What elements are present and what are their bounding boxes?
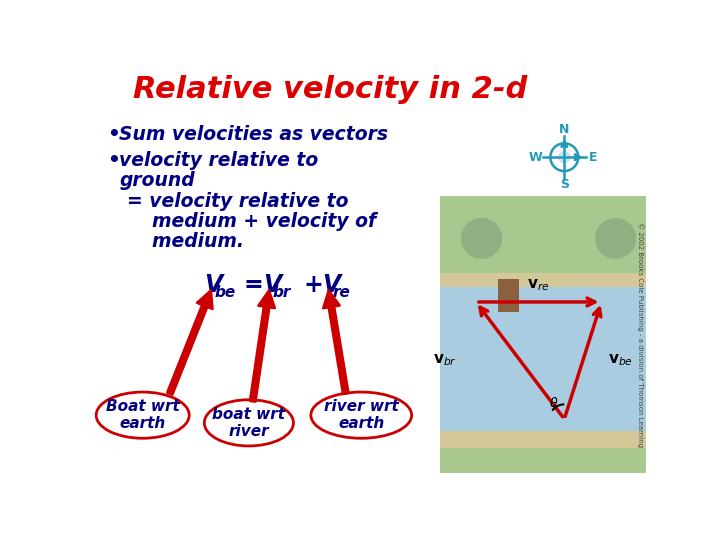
Text: medium.: medium.	[139, 232, 244, 251]
Text: $\mathbf{v}_{br}$: $\mathbf{v}_{br}$	[433, 353, 456, 368]
Circle shape	[595, 218, 636, 259]
Text: V: V	[323, 273, 341, 297]
Text: N: N	[559, 123, 570, 136]
Text: E: E	[590, 151, 598, 164]
Bar	[441, 195, 647, 473]
Text: velocity relative to: velocity relative to	[120, 151, 319, 170]
Text: S: S	[560, 178, 569, 191]
Text: W: W	[528, 151, 542, 164]
Text: = velocity relative to: = velocity relative to	[127, 192, 348, 211]
Text: V: V	[263, 273, 281, 297]
Text: +: +	[304, 273, 324, 297]
Text: river wrt
earth: river wrt earth	[324, 399, 399, 431]
Bar	[441, 448, 647, 473]
Text: be: be	[215, 285, 236, 300]
Text: br: br	[273, 285, 291, 300]
Text: © 2002 Brooks Cole Publishing - a division of Thomson Learning: © 2002 Brooks Cole Publishing - a divisi…	[636, 222, 644, 447]
Text: ground: ground	[120, 171, 195, 190]
Bar	[441, 195, 647, 273]
Text: •: •	[107, 125, 120, 144]
Text: Boat wrt
earth: Boat wrt earth	[106, 399, 179, 431]
Text: •: •	[107, 151, 120, 170]
Bar	[441, 431, 647, 448]
Text: =: =	[243, 273, 264, 297]
Bar	[441, 273, 647, 287]
Text: medium + velocity of: medium + velocity of	[139, 212, 376, 231]
Text: $\mathbf{v}_{be}$: $\mathbf{v}_{be}$	[608, 353, 633, 368]
Text: $\theta$: $\theta$	[549, 396, 558, 410]
Circle shape	[558, 151, 570, 164]
Bar	[441, 287, 647, 431]
Text: Relative velocity in 2-d: Relative velocity in 2-d	[133, 75, 528, 104]
Text: $\mathbf{v}_{re}$: $\mathbf{v}_{re}$	[528, 277, 550, 293]
Text: boat wrt
river: boat wrt river	[212, 407, 285, 439]
Text: V: V	[204, 273, 223, 297]
Circle shape	[461, 218, 502, 259]
Text: re: re	[333, 285, 350, 300]
Text: Sum velocities as vectors: Sum velocities as vectors	[120, 125, 389, 144]
Bar	[498, 279, 518, 312]
